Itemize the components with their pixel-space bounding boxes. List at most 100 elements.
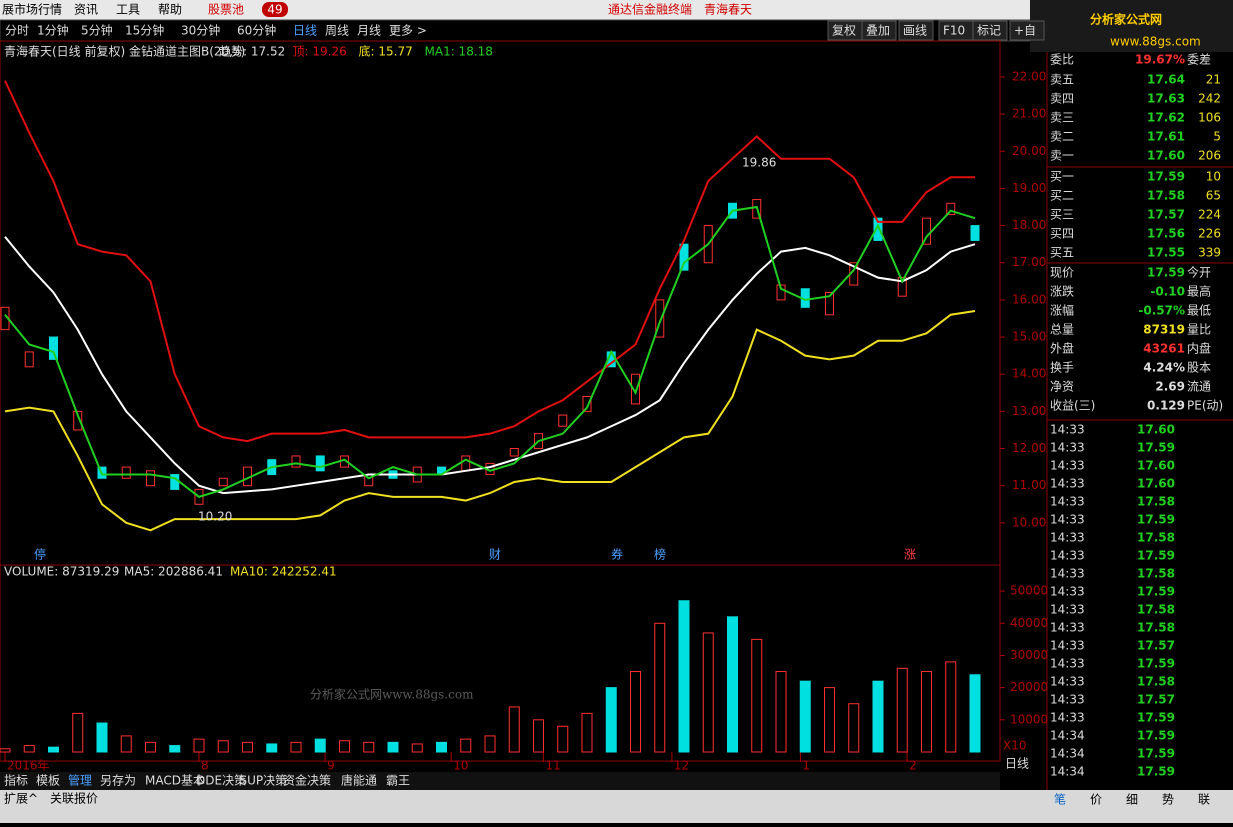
stock-pool[interactable]: 股票池 — [208, 3, 244, 17]
volume-header: MA10: 242252.41 — [230, 565, 337, 579]
quote-label: 现价 — [1050, 266, 1074, 280]
high-annotation: 19.86 — [742, 156, 776, 170]
quote-extra: 量比 — [1187, 323, 1211, 337]
indicator-tab[interactable]: 模板 — [36, 774, 60, 788]
tool-button[interactable]: 标记 — [977, 24, 1001, 38]
volume-bar — [72, 712, 84, 753]
candle — [825, 291, 834, 316]
tool-button[interactable]: +自 — [1014, 24, 1036, 38]
volume-bar — [872, 680, 884, 753]
quote-extra: 最高 — [1187, 284, 1211, 299]
tick-price: 17.59 — [1137, 549, 1175, 563]
y-tick-label: 18.00 — [1012, 218, 1046, 232]
tick-time: 14:33 — [1050, 603, 1085, 617]
indicator-tab[interactable]: 指标 — [4, 773, 28, 788]
period-button[interactable]: 30分钟 — [181, 23, 220, 38]
menu-item[interactable]: 展市场行情 — [2, 2, 62, 17]
tool-button[interactable]: 叠加 — [866, 24, 890, 38]
indicator-tab[interactable]: DDE决策 — [196, 774, 246, 788]
tick-time: 14:33 — [1050, 711, 1085, 725]
menu-item[interactable]: 工具 — [116, 3, 140, 17]
volume-bar — [678, 600, 690, 753]
indicator-tab[interactable]: 管理 — [68, 773, 92, 788]
tool-button[interactable]: 复权 — [832, 24, 856, 38]
x-tick-label: 9 — [327, 759, 335, 773]
volume-bar — [727, 616, 738, 753]
quote-tab[interactable]: 细 — [1126, 793, 1138, 807]
tick-time: 14:34 — [1050, 747, 1085, 761]
tool-button[interactable]: 画线 — [903, 24, 927, 38]
tick-time: 14:33 — [1050, 459, 1085, 473]
period-button[interactable]: 分时 — [5, 24, 29, 38]
status-tab[interactable]: 扩展^ — [4, 792, 38, 806]
candle — [776, 284, 786, 301]
volume-bar — [460, 738, 472, 753]
tool-button-bg — [972, 20, 1008, 41]
indicator-tab[interactable]: 另存为 — [100, 774, 136, 788]
status-tab[interactable]: 关联报价 — [50, 791, 98, 806]
quote-tab[interactable]: 笔 — [1054, 792, 1066, 807]
tick-price: 17.59 — [1137, 657, 1175, 671]
indicator-tab[interactable]: MACD基本 — [145, 774, 205, 788]
quote-label: 涨幅 — [1050, 303, 1074, 318]
quote-tab[interactable]: 联 — [1198, 793, 1210, 807]
indicator-tab[interactable]: SUP决策 — [240, 774, 288, 788]
x-tick-label: 8 — [201, 759, 209, 773]
quote-value: 17.61 — [1147, 130, 1185, 144]
candle — [655, 299, 665, 338]
menu-item[interactable]: 帮助 — [158, 3, 182, 17]
volume-bar — [48, 746, 59, 753]
y-tick-label: 20.00 — [1012, 144, 1046, 158]
indicator-tab[interactable]: 唐能通 — [341, 773, 377, 788]
indicator-line — [4, 310, 976, 532]
quote-tab[interactable]: 价 — [1090, 793, 1102, 807]
quote-extra: 242 — [1198, 92, 1221, 106]
candle — [534, 433, 543, 450]
period-button[interactable]: 更多 > — [389, 24, 427, 38]
quote-extra: 流通 — [1187, 380, 1211, 394]
candle — [897, 277, 907, 297]
tick-price: 17.58 — [1137, 603, 1175, 617]
indicator-tab[interactable]: 资金决策 — [283, 773, 331, 788]
quote-label: 卖二 — [1050, 130, 1074, 144]
candle — [315, 455, 325, 472]
quote-tab[interactable]: 势 — [1162, 793, 1174, 807]
period-label[interactable]: 日线 — [1005, 757, 1029, 771]
menu-item[interactable]: 资讯 — [74, 3, 98, 17]
period-button[interactable]: 15分钟 — [125, 23, 164, 38]
y-tick-label: 30000 — [1010, 648, 1048, 662]
watermark: 分析家公式网www.88gs.com — [310, 687, 474, 702]
volume-bar — [654, 622, 666, 753]
quote-extra: 206 — [1198, 149, 1221, 163]
quote-value: 17.59 — [1147, 170, 1185, 184]
badge-bg — [262, 2, 288, 17]
indicator-line — [4, 80, 975, 443]
period-button[interactable]: 1分钟 — [37, 23, 69, 38]
volume-bar — [581, 712, 593, 753]
period-button[interactable]: 5分钟 — [81, 23, 113, 38]
volume-bar — [557, 725, 569, 753]
quote-value: 17.64 — [1147, 73, 1185, 87]
indicator-header: 顶: 19.26 — [293, 45, 347, 59]
tool-button-bg — [898, 20, 934, 41]
x-tick-label: 2 — [909, 759, 917, 773]
badge: 49 — [267, 3, 282, 17]
candle — [24, 351, 34, 368]
tick-time: 14:33 — [1050, 549, 1085, 563]
candle — [49, 336, 58, 360]
period-button[interactable]: 月线 — [357, 24, 381, 38]
quote-value: 43261 — [1143, 342, 1185, 356]
event-label: 停 — [34, 547, 46, 562]
tick-price: 17.59 — [1137, 585, 1175, 599]
indicator-tab[interactable]: 霸王 — [386, 774, 410, 788]
period-button[interactable]: 日线 — [293, 24, 317, 38]
quote-extra: 股本 — [1187, 361, 1211, 375]
period-button[interactable]: 周线 — [325, 24, 349, 38]
candle — [873, 217, 883, 241]
candle — [631, 373, 640, 405]
tool-button[interactable]: F10 — [943, 24, 965, 38]
period-button[interactable]: 60分钟 — [237, 23, 276, 38]
volume-bar — [120, 735, 132, 753]
event-label: 涨 — [904, 547, 916, 562]
y-tick-label: 40000 — [1010, 616, 1048, 630]
